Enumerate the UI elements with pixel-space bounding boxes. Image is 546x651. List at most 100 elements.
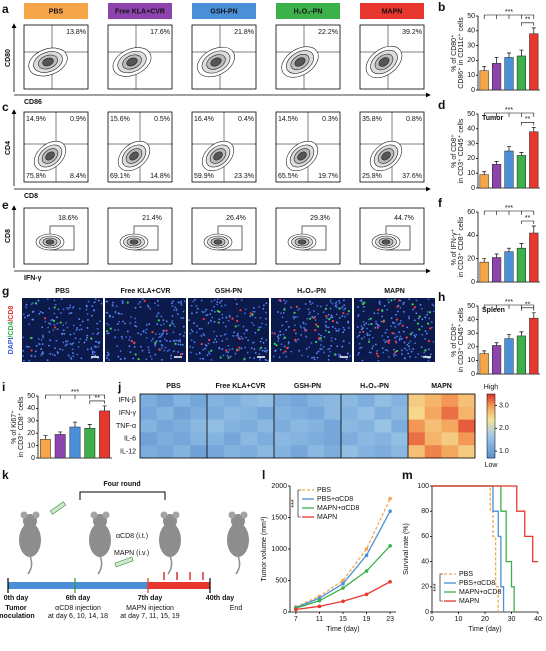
bar [479, 70, 489, 91]
legend-label: MAPN+αCD8 [459, 589, 501, 596]
nucleus [311, 316, 314, 318]
nucleus [117, 328, 120, 331]
nucleus [271, 331, 274, 334]
nucleus [431, 303, 434, 306]
nucleus [237, 324, 240, 327]
nucleus [133, 346, 136, 348]
nucleus [159, 336, 162, 338]
nucleus [260, 337, 263, 340]
nucleus [220, 334, 222, 337]
heatmap-cell [307, 445, 325, 459]
nucleus [161, 333, 164, 336]
panel-letter: i [2, 380, 5, 394]
nucleus [53, 354, 56, 357]
nucleus [160, 344, 163, 346]
significance-bracket [521, 220, 535, 224]
nucleus [317, 333, 320, 336]
x-tick-label: 7 [294, 616, 298, 623]
nucleus [162, 329, 165, 332]
heatmap-cell [357, 445, 375, 459]
nucleus [116, 323, 119, 326]
colorbar-segment [487, 403, 495, 406]
nucleus [180, 304, 183, 306]
mouse-body [19, 523, 41, 557]
nucleus [210, 300, 213, 303]
error-bar [507, 334, 511, 339]
nucleus [407, 352, 410, 355]
panel-letter: h [438, 290, 445, 304]
x-tick-label: 20 [481, 616, 489, 623]
nucleus [258, 353, 261, 356]
cd8-cell [249, 312, 252, 315]
heatmap-cell [240, 432, 258, 446]
nucleus [398, 331, 401, 333]
nucleus [392, 322, 395, 324]
mouse-ear [160, 511, 168, 519]
nucleus [177, 301, 180, 304]
heatmap-cell [458, 406, 476, 420]
nucleus [145, 328, 148, 331]
nucleus [253, 310, 256, 313]
nucleus [195, 353, 198, 356]
cd8-cell [325, 314, 328, 318]
nucleus [357, 351, 360, 354]
mouse-tail [97, 555, 103, 575]
nucleus [149, 355, 152, 358]
nucleus [54, 303, 57, 306]
nucleus [261, 322, 263, 325]
nucleus [64, 340, 67, 343]
colorbar-tick-label: 2.0 [499, 425, 509, 432]
nucleus [179, 343, 182, 346]
timeline-blue [8, 582, 148, 589]
legend-label: PBS+αCD8 [317, 496, 353, 503]
nucleus [265, 323, 267, 326]
point [341, 578, 345, 583]
nucleus [129, 351, 132, 353]
nucleus [91, 353, 94, 356]
nucleus [252, 307, 255, 309]
nucleus [223, 333, 226, 336]
nucleus [376, 350, 378, 352]
colorbar-segment [487, 453, 495, 456]
cd8-cell [295, 305, 298, 308]
nucleus [415, 299, 418, 302]
cd8-cell [44, 317, 47, 320]
heatmap-cell [324, 445, 342, 459]
nucleus [426, 332, 428, 335]
contour [213, 151, 223, 161]
y-tick-label: 10 [467, 170, 475, 177]
cd8-cell [284, 350, 287, 353]
cd8-cell [225, 349, 228, 352]
nucleus [96, 322, 99, 325]
cd8-cell [396, 305, 399, 308]
heatmap-cell [173, 419, 191, 433]
heatmap-frame [139, 393, 476, 459]
contour [210, 57, 222, 67]
cd8-cell [200, 342, 203, 346]
nucleus [94, 354, 97, 357]
y-tick-label: 10 [27, 442, 35, 449]
nucleus [259, 348, 261, 351]
bar [99, 410, 111, 459]
nucleus [310, 341, 313, 344]
nucleus [421, 318, 424, 321]
nucleus [220, 305, 223, 308]
percentage: 17.6% [150, 29, 170, 36]
heatmap-cell [223, 432, 241, 446]
significance: *** [505, 205, 513, 212]
nucleus [305, 348, 308, 350]
nucleus [25, 303, 28, 306]
y-axis-label: in CD3⁺ CD8⁺ cells [457, 216, 465, 277]
nucleus [386, 349, 389, 352]
nucleus [164, 346, 167, 349]
nucleus [124, 322, 126, 325]
cd8-cell [376, 326, 379, 329]
nucleus [362, 321, 365, 323]
nucleus [234, 298, 237, 301]
nucleus [421, 333, 424, 336]
nucleus [376, 312, 379, 315]
nucleus [287, 342, 290, 345]
nucleus [91, 314, 93, 317]
y-tick-label: 10 [467, 357, 475, 364]
nucleus [97, 332, 100, 334]
